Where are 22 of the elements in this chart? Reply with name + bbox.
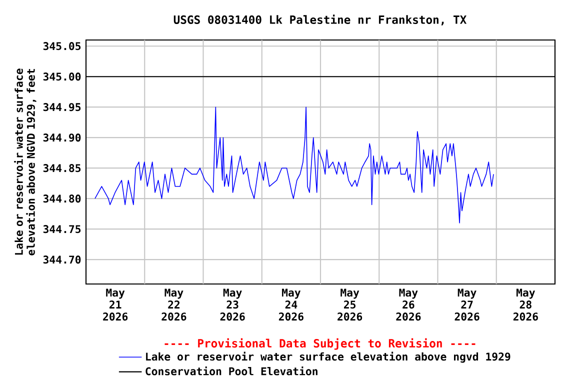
x-tick-label: May 23 2026 xyxy=(220,288,245,321)
y-axis-title: Lake or reservoir water surface elevation above NGVD 1929, feet xyxy=(14,68,36,256)
chart-title: USGS 08031400 Lk Palestine nr Frankston, TX xyxy=(174,14,467,26)
line-series xyxy=(94,106,494,224)
x-tick-label: May 24 2026 xyxy=(278,288,304,321)
y-tick-label: 344.75 xyxy=(43,225,81,234)
y-tick-label: 344.85 xyxy=(43,164,81,172)
y-tick-label: 344.70 xyxy=(43,256,81,264)
legend-label: Lake or reservoir water surface elevation above ngvd 1929 xyxy=(146,352,510,363)
y-tick-label: 344.80 xyxy=(43,194,81,203)
x-tick-label: May 22 2026 xyxy=(162,288,186,321)
x-tick-label: May 21 2026 xyxy=(103,288,128,321)
y-tick-label: 345.05 xyxy=(43,42,81,50)
x-tick-label: May 27 2026 xyxy=(454,288,480,321)
y-tick-label: 344.95 xyxy=(43,103,81,112)
x-tick-label: May 26 2026 xyxy=(396,288,421,321)
x-tick-label: May 28 2026 xyxy=(513,288,538,321)
y-tick-label: 344.90 xyxy=(43,134,81,142)
x-tick-label: May 25 2026 xyxy=(338,288,362,321)
legend-label: Conservation Pool Elevation xyxy=(146,366,318,376)
y-tick-label: 345.00 xyxy=(43,72,81,81)
text: ---- Provisional Data Subject to Revision ---- xyxy=(164,338,476,350)
